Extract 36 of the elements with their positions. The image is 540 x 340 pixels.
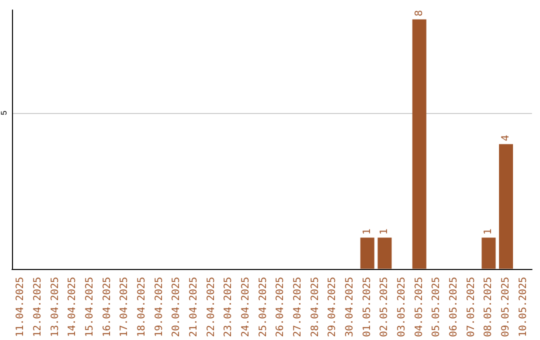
x-tick-label: 22.04.2025 [206,276,217,338]
x-tick-label: 13.04.2025 [50,276,61,338]
x-tick-label: 14.04.2025 [67,276,78,338]
x-tick-label: 29.04.2025 [327,276,338,338]
x-tick-label: 02.05.2025 [379,276,390,338]
x-tick-label: 28.04.2025 [310,276,321,338]
x-tick-label: 05.05.2025 [431,276,442,338]
x-tick-label: 26.04.2025 [275,276,286,338]
x-tick-label: 12.04.2025 [32,276,44,338]
x-tick-label: 04.05.2025 [414,276,425,338]
data-label: 1 [362,228,373,235]
data-label: 8 [414,10,425,16]
data-label: 1 [379,228,390,235]
x-tick-label: 23.04.2025 [223,276,234,338]
x-tick-label: 11.04.2025 [15,276,26,338]
x-tick-label: 27.04.2025 [292,276,304,338]
x-tick-label: 06.05.2025 [448,276,460,338]
x-tick-label: 30.04.2025 [344,276,356,338]
y-tick-label: 5 [0,110,8,116]
x-tick-label: 24.04.2025 [240,276,252,338]
x-tick-label: 03.05.2025 [396,276,408,338]
x-tick-label: 16.04.2025 [102,276,113,338]
x-tick-label: 21.04.2025 [188,276,200,338]
x-tick-label: 01.05.2025 [362,276,373,338]
x-tick-label: 25.04.2025 [258,276,269,338]
x-tick-label: 17.04.2025 [119,276,130,338]
x-tick-label: 07.05.2025 [466,276,477,338]
data-label: 1 [483,228,494,235]
data-label: 4 [500,134,512,142]
x-tick-label: 15.04.2025 [84,276,96,338]
x-tick-label: 18.04.2025 [136,276,148,338]
x-tick-label: 20.04.2025 [171,276,182,338]
x-tick-label: 08.05.2025 [483,276,494,338]
x-tick-label: 10.05.2025 [518,276,529,338]
x-tick-label: 09.05.2025 [500,276,512,338]
x-tick-label: 19.04.2025 [154,276,165,338]
